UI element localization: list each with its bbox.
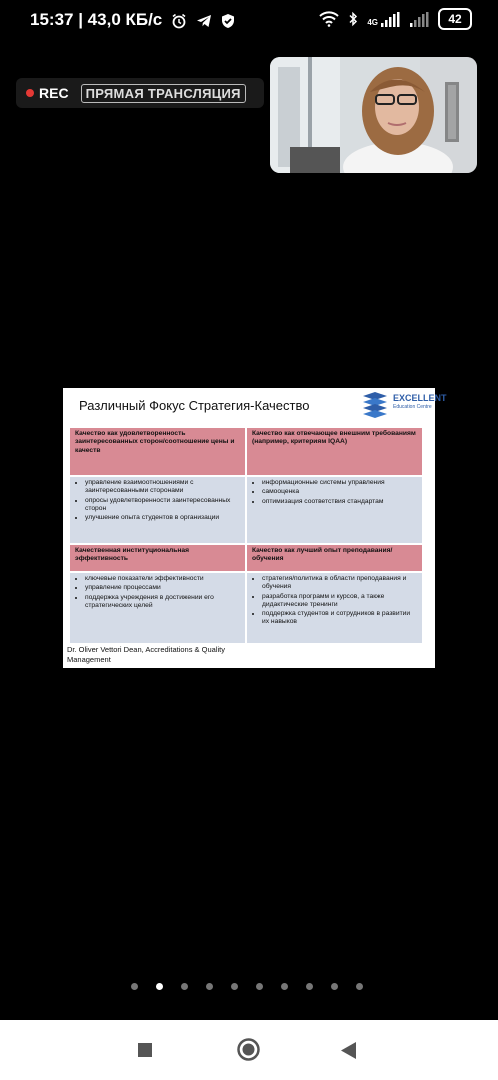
- home-button[interactable]: [237, 1038, 260, 1066]
- battery-indicator: 42: [438, 8, 472, 30]
- shield-check-icon: [222, 13, 235, 28]
- list-item: улучшение опыта студентов в организации: [85, 514, 240, 522]
- list-item: управление процессами: [85, 584, 240, 592]
- logo-text: EXCELLENT: [393, 393, 447, 403]
- page-dot[interactable]: [331, 983, 338, 990]
- quadrant-3-list: ключевые показатели эффективности управл…: [70, 573, 245, 643]
- speaker-video-frame: [270, 57, 477, 173]
- page-dot[interactable]: [356, 983, 363, 990]
- quadrant-2-title: Качество как отвечающее внешним требован…: [247, 428, 422, 475]
- list-item: ключевые показатели эффективности: [85, 575, 240, 583]
- page-dot-active[interactable]: [156, 983, 163, 990]
- list-item: опросы удовлетворенности заинтересованны…: [85, 497, 240, 514]
- recent-apps-button[interactable]: [138, 1043, 152, 1062]
- page-dot[interactable]: [181, 983, 188, 990]
- network-type: 4G: [367, 11, 400, 27]
- logo-stack-icon: [363, 392, 387, 418]
- page-dot[interactable]: [206, 983, 213, 990]
- logo-subtext: Education Centre: [393, 404, 432, 410]
- quadrant-4-list: стратегия/политика в области преподавани…: [247, 573, 422, 643]
- page-dot[interactable]: [131, 983, 138, 990]
- status-bar: 15:37 | 43,0 КБ/с 4G 42: [0, 0, 498, 44]
- quadrant-1-title: Качество как удовлетворенность заинтерес…: [70, 428, 245, 475]
- bluetooth-icon: [349, 11, 358, 27]
- wifi-icon: [319, 11, 340, 27]
- quadrant-3-title: Качественная институциональная эффективн…: [70, 545, 245, 571]
- square-icon: [138, 1043, 152, 1057]
- page-dot[interactable]: [306, 983, 313, 990]
- triangle-back-icon: [341, 1042, 356, 1059]
- alarm-icon: [172, 13, 186, 28]
- page-dot[interactable]: [256, 983, 263, 990]
- list-item: управление взаимоотношениями с заинтерес…: [85, 479, 240, 496]
- quadrant-1-list: управление взаимоотношениями с заинтерес…: [70, 477, 245, 543]
- matrix-row: управление взаимоотношениями с заинтерес…: [70, 477, 422, 543]
- list-item: оптимизация соответствия стандартам: [262, 498, 417, 506]
- quality-focus-matrix: Качество как удовлетворенность заинтерес…: [70, 428, 422, 643]
- quadrant-4-title: Качество как лучший опыт преподавания/об…: [247, 545, 422, 571]
- back-button[interactable]: [341, 1042, 357, 1064]
- page-dot[interactable]: [231, 983, 238, 990]
- speaker-video[interactable]: [270, 57, 477, 173]
- rec-indicator-icon: [26, 89, 34, 97]
- list-item: информационные системы управления: [262, 479, 417, 487]
- list-item: разработка программ и курсов, а также ди…: [262, 593, 417, 610]
- slide-title: Различный Фокус Стратегия-Качество: [79, 398, 310, 413]
- matrix-row: Качественная институциональная эффективн…: [70, 545, 422, 571]
- circle-icon: [237, 1038, 260, 1061]
- signal-sim2-icon: [410, 11, 429, 27]
- page-indicator[interactable]: [0, 983, 498, 993]
- telegram-icon: [196, 14, 211, 27]
- quadrant-2-list: информационные системы управления самооц…: [247, 477, 422, 543]
- rec-label: REC: [39, 85, 69, 101]
- page-dot[interactable]: [281, 983, 288, 990]
- signal-icon: [381, 11, 400, 27]
- navigation-bar: [0, 1020, 498, 1080]
- status-time-speed: 15:37 | 43,0 КБ/с: [30, 10, 163, 29]
- excellent-logo: EXCELLENT Education Centre: [360, 390, 447, 422]
- slide-footer: Dr. Oliver Vettori Dean, Accreditations …: [67, 645, 225, 664]
- matrix-row: Качество как удовлетворенность заинтерес…: [70, 428, 422, 475]
- live-broadcast-label: ПРЯМАЯ ТРАНСЛЯЦИЯ: [80, 83, 246, 103]
- list-item: поддержка учреждения в достижении его ст…: [85, 594, 240, 611]
- list-item: поддержка студентов и сотрудников в разв…: [262, 610, 417, 627]
- list-item: стратегия/политика в области преподавани…: [262, 575, 417, 592]
- matrix-row: ключевые показатели эффективности управл…: [70, 573, 422, 643]
- presentation-slide: Различный Фокус Стратегия-Качество EXCEL…: [63, 388, 447, 668]
- live-broadcast-bar: REC ПРЯМАЯ ТРАНСЛЯЦИЯ: [16, 78, 264, 108]
- list-item: самооценка: [262, 488, 417, 496]
